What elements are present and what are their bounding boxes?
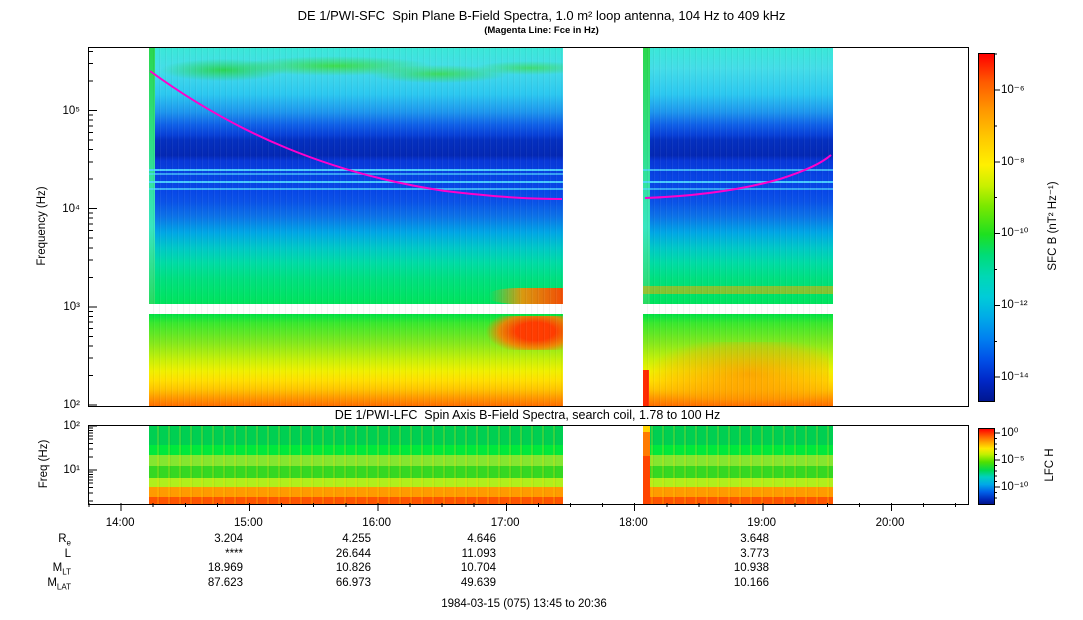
lfc-cbtick-1e-10: 10⁻¹⁰ bbox=[1001, 481, 1029, 493]
ephemeris-row-label-re: Re bbox=[58, 533, 71, 548]
ephemeris-value: 4.646 bbox=[467, 533, 496, 545]
sfc-seg1-red-enhancement bbox=[484, 316, 563, 350]
ephemeris-row-label-l: L bbox=[64, 547, 71, 560]
sfc-ytick-1e5: 10⁵ bbox=[62, 104, 80, 117]
ephemeris-value: 3.648 bbox=[740, 533, 769, 545]
sfc-seg1-orange-enhancement bbox=[489, 288, 563, 304]
lfc-colorbar-label: LFC H bbox=[1044, 448, 1056, 482]
sfc-cbtick-1e-14: 10⁻¹⁴ bbox=[1001, 371, 1029, 383]
sfc-seg2-red-column bbox=[643, 370, 649, 406]
lfc-seg2-bands bbox=[643, 426, 833, 504]
lfc-seg2-texture bbox=[643, 426, 833, 504]
sfc-ytick-1e3: 10³ bbox=[63, 301, 80, 314]
ephemeris-value: **** bbox=[225, 547, 243, 560]
sfc-colorbar-label: SFC B (nT² Hz⁻¹) bbox=[1047, 181, 1059, 271]
ephemeris-value: 3.773 bbox=[740, 547, 769, 560]
ephemeris-value: 11.093 bbox=[461, 547, 496, 560]
lfc-ytick-1e2: 10² bbox=[63, 420, 80, 432]
sfc-cbtick-1e-8: 10⁻⁸ bbox=[1001, 156, 1025, 168]
time-tick-1800: 18:00 bbox=[619, 517, 648, 529]
time-tick-1600: 16:00 bbox=[362, 517, 392, 529]
lfc-ytick-1e1: 10¹ bbox=[63, 464, 80, 476]
ephemeris-value: 87.623 bbox=[207, 576, 243, 589]
sfc-cbtick-1e-6: 10⁻⁶ bbox=[1001, 84, 1025, 96]
lfc-seg1-texture bbox=[149, 426, 563, 504]
ephemeris-value: 10.166 bbox=[733, 576, 769, 589]
sfc-seg2-low-band bbox=[643, 314, 833, 406]
ephemeris-row-label-mlat: MLAT bbox=[47, 576, 71, 591]
sfc-colorbar bbox=[978, 53, 995, 402]
sfc-data-segment-1 bbox=[149, 48, 563, 406]
ephemeris-value: 10.704 bbox=[460, 562, 496, 574]
lfc-seg1-bands bbox=[149, 426, 563, 504]
sfc-seg2-orange-enhancement bbox=[651, 342, 829, 400]
ephemeris-value: 10.826 bbox=[335, 562, 371, 574]
ephemeris-value: 26.644 bbox=[335, 547, 371, 560]
time-tick-1700: 17:00 bbox=[490, 517, 520, 529]
ephemeris-value: 18.969 bbox=[207, 562, 243, 574]
time-tick-2000: 20:00 bbox=[875, 517, 905, 529]
sfc-cbtick-1e-12: 10⁻¹² bbox=[1001, 299, 1028, 311]
lfc-data-segment-1 bbox=[149, 426, 563, 504]
ephemeris-row-label-mlt: MLT bbox=[52, 562, 71, 577]
time-tick-1900: 19:00 bbox=[747, 517, 777, 529]
ephemeris-value: 10.938 bbox=[733, 562, 769, 574]
plot-title: DE 1/PWI-SFC Spin Plane B-Field Spectra,… bbox=[297, 8, 786, 23]
ephemeris-value: 4.255 bbox=[342, 533, 371, 545]
ephemeris-value: 66.973 bbox=[335, 576, 371, 589]
sfc-y-axis-label: Frequency (Hz) bbox=[36, 186, 48, 266]
sfc-seg2-texture bbox=[643, 48, 833, 406]
sfc-ytick-1e4: 10⁴ bbox=[62, 202, 80, 215]
lfc-spectrogram-panel bbox=[88, 425, 969, 505]
plot-subtitle: (Magenta Line: Fce in Hz) bbox=[484, 25, 599, 36]
lfc-data-segment-2 bbox=[643, 426, 833, 504]
lfc-cbtick-1e0: 10⁰ bbox=[1001, 427, 1019, 439]
lfc-panel-title: DE 1/PWI-LFC Spin Axis B-Field Spectra, … bbox=[334, 408, 721, 422]
sfc-seg1-texture bbox=[149, 48, 563, 406]
ephemeris-value: 3.204 bbox=[214, 533, 243, 545]
sfc-spectrogram-panel bbox=[88, 47, 969, 407]
lfc-colorbar bbox=[978, 428, 995, 505]
lfc-cbtick-1e-5: 10⁻⁵ bbox=[1001, 454, 1025, 466]
time-tick-1500: 15:00 bbox=[234, 517, 263, 529]
sfc-cbtick-1e-10: 10⁻¹⁰ bbox=[1001, 227, 1029, 239]
time-tick-1400: 14:00 bbox=[105, 517, 135, 529]
lfc-seg2-red-column bbox=[643, 426, 650, 504]
ephemeris-value: 49.639 bbox=[460, 576, 496, 589]
sfc-seg2-speckle-band bbox=[643, 286, 833, 294]
footer-timerange: 1984-03-15 (075) 13:45 to 20:36 bbox=[441, 598, 607, 610]
sfc-seg1-low-band bbox=[149, 314, 563, 406]
sfc-ytick-1e2: 10² bbox=[63, 399, 80, 411]
sfc-data-segment-2 bbox=[643, 48, 833, 406]
